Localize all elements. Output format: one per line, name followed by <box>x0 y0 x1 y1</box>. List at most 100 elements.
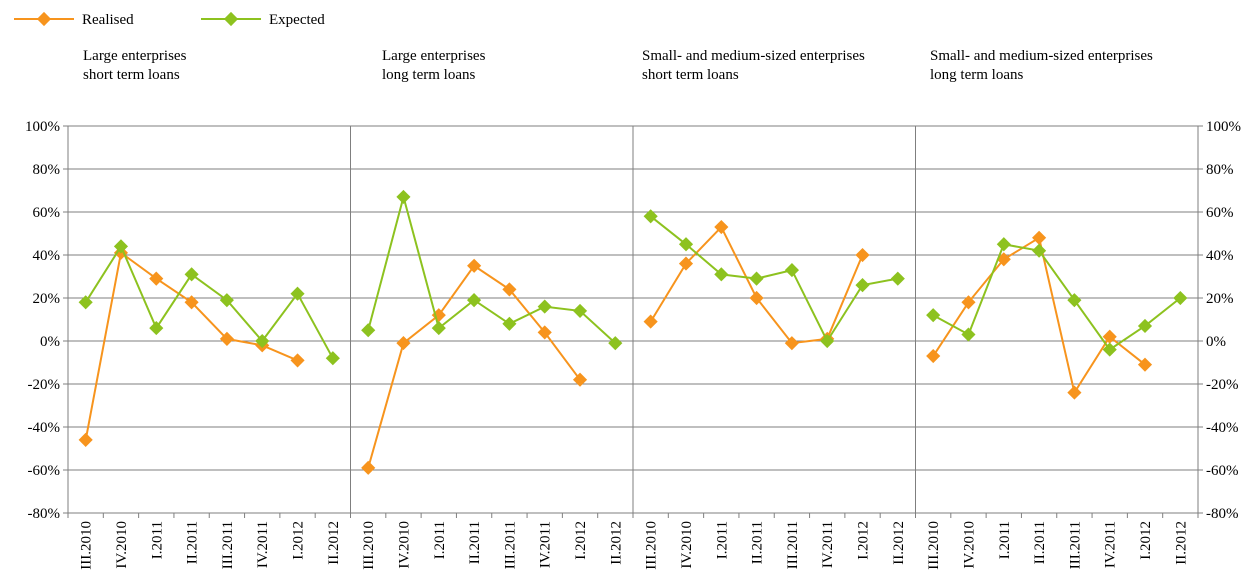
data-point-expected <box>1137 318 1153 334</box>
data-point-realised <box>361 460 376 475</box>
data-point-realised <box>643 314 658 329</box>
series-line-realised <box>932 236 1146 396</box>
data-point-expected <box>361 323 376 338</box>
panel-3-series <box>643 209 905 351</box>
y-tick-label-right: 80% <box>1206 162 1234 178</box>
data-point-expected <box>572 303 588 318</box>
x-tick-label: I.2011 <box>714 521 730 559</box>
data-point-expected <box>643 209 658 224</box>
x-tick-label: II.2011 <box>185 521 201 564</box>
x-tick-label: IV.2010 <box>961 521 977 569</box>
data-point-realised <box>855 247 870 263</box>
data-point-expected <box>1102 342 1117 357</box>
data-point-expected <box>714 267 729 282</box>
legend-label-expected: Expected <box>269 12 325 28</box>
y-tick-label-right: 20% <box>1206 291 1234 307</box>
data-point-realised <box>926 348 941 364</box>
y-tick-label-left: 100% <box>25 119 60 135</box>
x-tick-label: III.2010 <box>644 521 660 570</box>
y-tick-label-left: 80% <box>33 162 61 178</box>
legend-label-realised: Realised <box>82 12 134 28</box>
x-tick-label: II.2011 <box>750 521 766 564</box>
legend-marker-realised <box>36 11 52 27</box>
y-tick-label-left: -40% <box>28 420 61 436</box>
series-line-expected <box>84 244 334 359</box>
x-tick-label: II.2012 <box>608 521 624 565</box>
panel-title-3-line2: short term loans <box>642 67 739 83</box>
panel-title-2: Large enterprises long term loans <box>382 47 485 85</box>
data-point-expected <box>890 271 905 286</box>
x-tick-label: IV.2011 <box>820 521 836 568</box>
data-point-realised <box>78 432 93 447</box>
x-tick-label: I.2011 <box>997 521 1013 559</box>
x-tick-label: III.2010 <box>361 521 377 570</box>
y-tick-label-right: 100% <box>1206 119 1241 135</box>
x-tick-label: III.2011 <box>1067 521 1083 569</box>
data-point-expected <box>290 286 305 301</box>
data-point-realised <box>1102 329 1117 344</box>
x-tick-label: III.2011 <box>502 521 518 569</box>
x-tick-label: IV.2010 <box>114 521 130 569</box>
x-tick-label: IV.2011 <box>255 521 271 568</box>
data-point-expected <box>325 351 340 366</box>
y-tick-label-right: -80% <box>1206 506 1239 522</box>
x-tick-label: III.2011 <box>220 521 236 569</box>
panel-title-4-line2: long term loans <box>930 67 1024 83</box>
x-tick-label: III.2010 <box>79 521 95 570</box>
series-line-expected <box>367 193 616 344</box>
panel-1-series <box>78 239 340 447</box>
data-point-realised <box>784 336 799 351</box>
data-point-realised <box>467 258 482 273</box>
y-tick-label-right: 40% <box>1206 248 1234 264</box>
x-tick-label: I.2012 <box>1138 521 1154 560</box>
x-tick-label: II.2011 <box>467 521 483 564</box>
panel-title-3: Small- and medium-sized enterprises shor… <box>642 47 865 85</box>
data-point-realised <box>961 295 976 310</box>
gridlines <box>68 125 1198 514</box>
data-point-expected <box>396 189 411 204</box>
y-tick-label-right: -40% <box>1206 420 1239 436</box>
x-tick-label: I.2011 <box>432 521 448 559</box>
x-tick-label: I.2011 <box>149 521 165 559</box>
data-point-expected <box>608 336 623 351</box>
x-tick-label: II.2012 <box>326 521 342 565</box>
data-point-realised <box>149 271 164 286</box>
x-tick-label: I.2012 <box>856 521 872 560</box>
data-point-expected <box>678 237 694 252</box>
y-tick-label-right: 0% <box>1206 334 1226 350</box>
data-point-expected <box>926 308 941 323</box>
x-tick-label: I.2012 <box>573 521 589 560</box>
panel-title-4: Small- and medium-sized enterprises long… <box>930 47 1153 85</box>
data-point-realised <box>502 282 517 297</box>
series-line-expected <box>932 243 1181 351</box>
y-tick-label-right: 60% <box>1206 205 1234 221</box>
x-tick-label: III.2010 <box>926 521 942 570</box>
data-point-expected <box>820 333 835 349</box>
panel-4-series <box>926 230 1188 400</box>
x-tick-label: II.2012 <box>891 521 907 565</box>
data-point-expected <box>184 267 199 282</box>
panel-title-1-line1: Large enterprises <box>83 48 187 64</box>
data-point-expected <box>996 237 1011 252</box>
y-tick-label-left: -80% <box>28 506 61 522</box>
data-point-realised <box>1067 385 1082 400</box>
x-tick-label: IV.2010 <box>396 521 412 569</box>
y-tick-label-left: 40% <box>33 248 61 264</box>
x-tick-label: III.2011 <box>785 521 801 569</box>
data-point-expected <box>502 316 517 331</box>
data-point-expected <box>1032 243 1047 258</box>
legend: Realised Expected <box>14 11 325 28</box>
data-point-realised <box>678 256 694 271</box>
panel-title-1-line2: short term loans <box>83 67 180 83</box>
x-tick-label: I.2012 <box>291 521 307 560</box>
y-tick-label-left: 60% <box>33 205 61 221</box>
x-tick-label: II.2012 <box>1173 521 1189 565</box>
x-tick-label: IV.2011 <box>538 521 554 568</box>
data-point-realised <box>219 331 235 346</box>
data-point-realised <box>537 325 552 340</box>
data-point-expected <box>1067 293 1082 308</box>
data-point-expected <box>784 262 800 278</box>
data-point-realised <box>1032 230 1047 245</box>
data-point-expected <box>1173 290 1188 306</box>
